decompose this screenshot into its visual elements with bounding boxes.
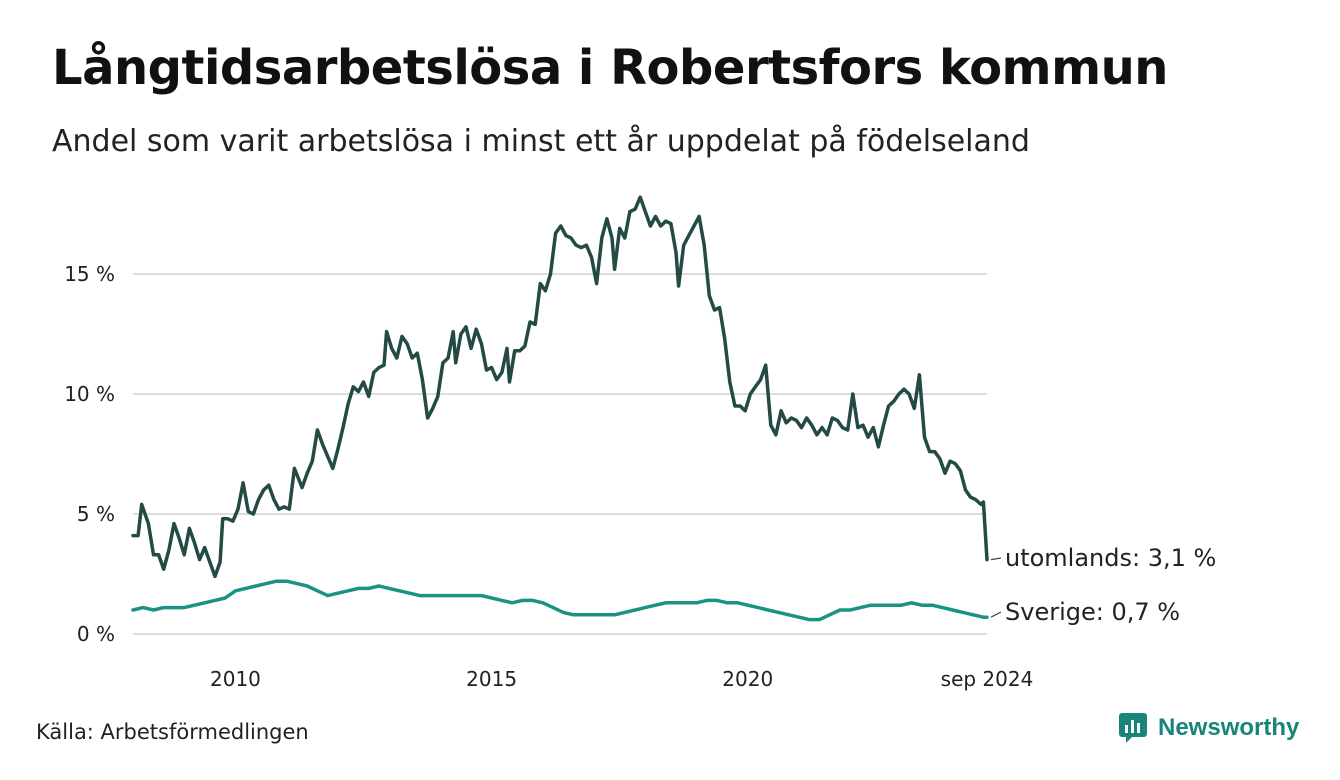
end-label-connector bbox=[990, 557, 1002, 561]
y-axis-ticks: 0 % 5 % 10 % 15 % bbox=[64, 262, 115, 646]
chart-subtitle: Andel som varit arbetslösa i minst ett å… bbox=[52, 124, 1030, 159]
x-tick-label: sep 2024 bbox=[941, 667, 1034, 691]
x-tick-label: 2015 bbox=[466, 667, 517, 691]
newsworthy-logo-icon bbox=[1119, 713, 1147, 743]
end-labels: utomlands: 3,1 % Sverige: 0,7 % bbox=[990, 544, 1216, 626]
y-tick-label: 5 % bbox=[77, 502, 115, 526]
chart-title: Långtidsarbetslösa i Robertsfors kommun bbox=[52, 40, 1168, 96]
end-label-utomlands: utomlands: 3,1 % bbox=[1005, 544, 1216, 572]
x-tick-label: 2010 bbox=[210, 667, 261, 691]
end-label-sverige: Sverige: 0,7 % bbox=[1005, 598, 1180, 626]
line-chart: 0 % 5 % 10 % 15 % 2010 2015 2020 sep 2024 utom… bbox=[64, 195, 1216, 691]
x-axis-ticks: 2010 2015 2020 sep 2024 bbox=[210, 667, 1033, 691]
brand-logo[interactable]: Newsworthy bbox=[1118, 712, 1299, 744]
series-line-utomlands bbox=[131, 195, 989, 579]
y-tick-label: 15 % bbox=[64, 262, 115, 286]
y-tick-label: 0 % bbox=[77, 622, 115, 646]
x-tick-label: 2020 bbox=[722, 667, 773, 691]
series-lines bbox=[131, 195, 989, 622]
grid-lines bbox=[133, 273, 987, 635]
end-label-connector bbox=[990, 611, 1002, 618]
y-tick-label: 10 % bbox=[64, 382, 115, 406]
brand-name: Newsworthy bbox=[1158, 714, 1300, 741]
series-line-sverige bbox=[131, 579, 989, 622]
source-note: Källa: Arbetsförmedlingen bbox=[36, 720, 309, 744]
